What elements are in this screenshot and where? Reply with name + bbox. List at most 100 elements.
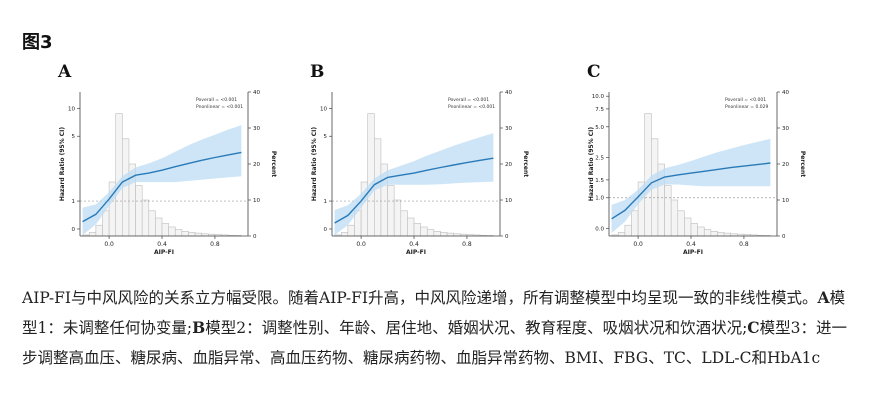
histogram-bar xyxy=(644,113,652,237)
histogram-bar xyxy=(148,210,156,237)
chart-panel-c: C 0.0 0.4 0.8 AIP-FI 0.0 1.0 1.5 2.5 5.0 7.5 10.0 H… xyxy=(587,60,837,270)
histogram-bar xyxy=(407,217,415,237)
histogram-bar xyxy=(413,223,421,237)
caption-c-text: 模型3：进一步调整高血压、糖尿病、血脂异常、高血压药物、糖尿病药物、血脂异常药物… xyxy=(22,319,848,367)
histogram-bar xyxy=(393,199,402,237)
histogram-bar xyxy=(168,226,176,237)
y-tick-label: 5.0 xyxy=(595,125,604,131)
histogram-bar xyxy=(174,229,183,237)
x-tick-label: 0.8 xyxy=(210,241,220,248)
x-tick-label: 0.8 xyxy=(462,241,472,248)
histogram-bar xyxy=(624,224,632,237)
y2-tick-label: 10 xyxy=(253,198,260,204)
histogram-bar xyxy=(703,229,712,237)
chart-panel-b: B 0.0 0.4 0.8 AIP-FI 0 1 5 10 Hazard Ratio (95% … xyxy=(310,60,560,270)
y-tick-label: 10 xyxy=(68,106,75,112)
y-tick-label: 0 xyxy=(72,227,76,233)
y-tick-label: 5 xyxy=(72,134,76,140)
y2-tick-label: 20 xyxy=(505,162,512,168)
y2-tick-label: 40 xyxy=(253,90,260,96)
hazard-ratio-line xyxy=(611,162,771,220)
x-tick-label: 0.0 xyxy=(356,241,366,248)
rcs-chart-c: 0.0 0.4 0.8 AIP-FI 0.0 1.0 1.5 2.5 5.0 7.5 10.0 Haz… xyxy=(588,90,806,256)
panel-label-a: A xyxy=(58,62,72,82)
hazard-ratio-line xyxy=(334,157,494,224)
y2-tick-label: 40 xyxy=(505,90,512,96)
histogram-bar xyxy=(717,232,725,237)
histogram-bar xyxy=(181,231,189,237)
histogram-bar xyxy=(95,224,103,237)
x-tick-label: 0.4 xyxy=(409,241,419,248)
histogram-bar xyxy=(135,185,143,237)
histogram-bar xyxy=(617,232,626,237)
y-tick-label: 2.5 xyxy=(595,155,604,161)
p-value-annotation: Pnonlinear = <0.001 xyxy=(448,104,495,110)
histogram-bar xyxy=(723,232,732,237)
histogram-bar xyxy=(340,232,349,237)
histogram-bar xyxy=(433,231,441,237)
panel-label-b: B xyxy=(310,62,325,82)
y2-tick-label: 20 xyxy=(253,162,260,168)
y-tick-label: 0 xyxy=(324,227,328,233)
y2-tick-label: 10 xyxy=(782,198,789,204)
y2-tick-label: 0 xyxy=(253,234,257,240)
y2-tick-label: 30 xyxy=(253,126,260,132)
x-tick-label: 0.0 xyxy=(633,241,643,248)
x-axis-label: AIP-FI xyxy=(406,249,426,256)
y2-tick-label: 40 xyxy=(782,90,789,96)
y-tick-label: 10 xyxy=(320,106,327,112)
y-axis-label: Hazard Ratio (95% CI) xyxy=(59,127,66,202)
histogram-bar xyxy=(102,210,110,237)
histogram-bar xyxy=(88,232,97,237)
x-axis-label: AIP-FI xyxy=(154,249,174,256)
histogram-bar xyxy=(664,185,672,237)
histogram-bar xyxy=(684,217,692,237)
rcs-chart-a: 0.0 0.4 0.8 AIP-FI 0 1 5 10 Hazard Ratio (95% CI… xyxy=(59,90,277,256)
caption-intro: AIP-FI与中风风险的关系立方幅受限。随着AIP-FI升高，中风风险递增，所有… xyxy=(22,289,818,307)
y-tick-label: 1.5 xyxy=(595,178,604,184)
x-axis-label: AIP-FI xyxy=(683,249,703,256)
confidence-band xyxy=(611,138,771,233)
x-tick-label: 0.8 xyxy=(739,241,749,248)
histogram-bar xyxy=(347,224,355,237)
p-value-annotation: Pnonlinear = 0.029 xyxy=(725,104,768,110)
histogram-bar xyxy=(387,185,395,237)
histogram-bar xyxy=(188,232,196,237)
figure-title: 图3 xyxy=(22,32,53,53)
histogram-bar xyxy=(367,113,375,237)
figure-caption: AIP-FI与中风风险的关系立方幅受限。随着AIP-FI升高，中风风险递增，所有… xyxy=(22,283,854,373)
rcs-chart-b: 0.0 0.4 0.8 AIP-FI 0 1 5 10 Hazard Ratio (95% CI… xyxy=(311,90,529,256)
histogram-bar xyxy=(631,210,639,237)
histogram-bar xyxy=(710,231,718,237)
histogram-bar xyxy=(115,113,123,237)
histogram-bar xyxy=(426,229,435,237)
y-tick-label: 0.0 xyxy=(595,226,604,232)
x-tick-label: 0.4 xyxy=(157,241,167,248)
p-value-annotation: Poverall = <0.001 xyxy=(725,97,766,103)
histogram-bar xyxy=(446,232,455,237)
caption-b-label: B xyxy=(192,318,206,337)
panel-label-c: C xyxy=(587,62,601,82)
y2-tick-label: 20 xyxy=(782,162,789,168)
histogram-bar xyxy=(420,226,428,237)
y-axis-label: Hazard Ratio (95% CI) xyxy=(588,127,595,202)
y-axis-label: Hazard Ratio (95% CI) xyxy=(311,127,318,202)
hazard-ratio-line xyxy=(82,151,242,223)
confidence-band xyxy=(334,133,494,236)
y2-axis-label: Percent xyxy=(799,151,806,177)
p-value-annotation: Pnonlinear = <0.001 xyxy=(196,104,243,110)
histogram-bar xyxy=(690,223,698,237)
caption-c-label: C xyxy=(747,318,760,337)
histogram-bar xyxy=(677,210,685,237)
y2-tick-label: 30 xyxy=(505,126,512,132)
confidence-band xyxy=(82,125,242,236)
y-tick-label: 1 xyxy=(324,199,328,205)
y2-tick-label: 0 xyxy=(505,234,509,240)
histogram-bar xyxy=(440,232,448,237)
caption-a-label: A xyxy=(817,288,830,307)
y2-tick-label: 10 xyxy=(505,198,512,204)
histogram-bar xyxy=(697,226,705,237)
histogram-bar xyxy=(400,210,408,237)
y-tick-label: 1.0 xyxy=(595,196,604,202)
caption-a-text: 模型1：未调整任何协变量; xyxy=(22,289,846,337)
